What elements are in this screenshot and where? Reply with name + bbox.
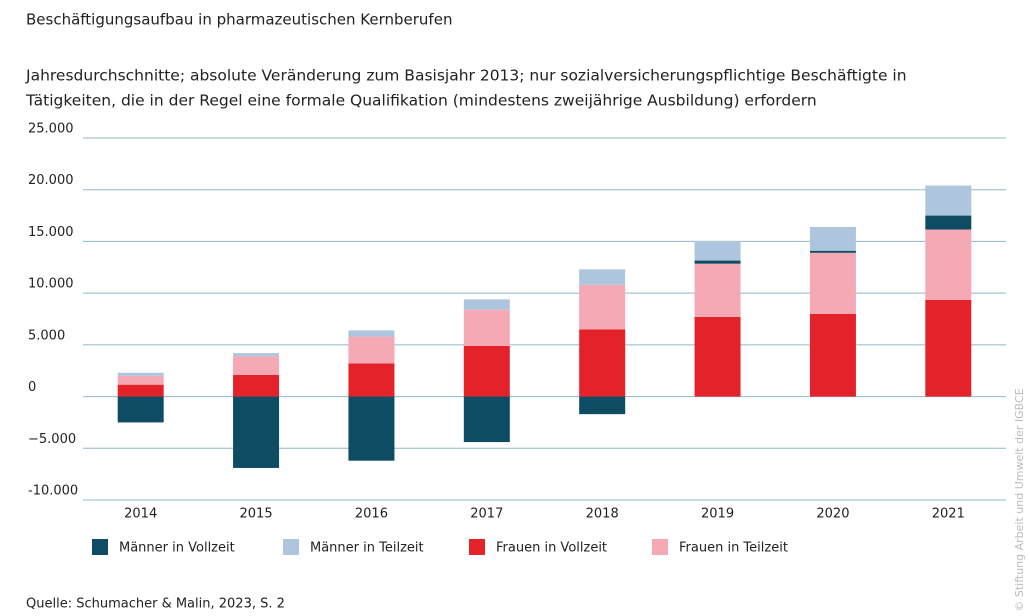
bar-segment <box>809 226 856 251</box>
bar-segment <box>925 185 972 216</box>
bar-segment <box>348 336 395 364</box>
y-tick-label: -10.000 <box>28 484 78 499</box>
x-tick-label: 2014 <box>124 507 157 522</box>
bar-segment <box>694 316 741 397</box>
bar-segment <box>579 269 626 285</box>
legend-label: Männer in Vollzeit <box>119 541 235 556</box>
bar-segment <box>809 250 856 253</box>
y-tick-label: 10.000 <box>28 277 74 292</box>
bar-segment <box>233 356 280 375</box>
bar-segment <box>117 384 164 397</box>
subtitle: Tätigkeiten, die in der Regel eine forma… <box>25 92 817 110</box>
bar-segment <box>348 396 395 461</box>
subtitle: Jahresdurchschnitte; absolute Veränderun… <box>25 67 907 85</box>
legend-swatch <box>92 539 108 555</box>
legend-swatch <box>283 539 299 555</box>
bar-segment <box>463 396 510 443</box>
bar-segment <box>579 284 626 330</box>
credit: © Stiftung Arbeit und Umwelt der IGBCE <box>1013 388 1026 611</box>
y-tick-label: −5.000 <box>28 432 76 447</box>
y-tick-label: 15.000 <box>28 225 74 240</box>
bar-segment <box>694 260 741 264</box>
bar-segment <box>579 329 626 397</box>
legend-label: Männer in Teilzeit <box>310 541 424 556</box>
x-tick-label: 2017 <box>470 507 503 522</box>
bar-segment <box>233 374 280 397</box>
y-tick-label: 20.000 <box>28 173 74 188</box>
bar-segment <box>925 299 972 397</box>
legend-swatch <box>469 539 485 555</box>
x-tick-label: 2021 <box>932 507 965 522</box>
bar-segment <box>117 372 164 376</box>
source: Quelle: Schumacher & Malin, 2023, S. 2 <box>26 597 285 612</box>
bar-segment <box>233 353 280 357</box>
legend-label: Frauen in Vollzeit <box>496 541 607 556</box>
chart-title: Beschäftigungsaufbau in pharmazeutischen… <box>26 11 452 29</box>
bar-segment <box>925 229 972 300</box>
x-tick-label: 2019 <box>701 507 734 522</box>
bar-segment <box>925 215 972 230</box>
bar-segment <box>348 330 395 337</box>
y-tick-label: 0 <box>28 380 36 395</box>
bar-segment <box>809 313 856 397</box>
x-tick-label: 2015 <box>240 507 273 522</box>
legend-swatch <box>652 539 668 555</box>
bar-segment <box>117 375 164 385</box>
x-tick-label: 2020 <box>816 507 849 522</box>
bar-segment <box>117 396 164 423</box>
bar-segment <box>579 396 626 415</box>
bar-segment <box>463 299 510 310</box>
bar-segment <box>233 396 280 468</box>
legend-label: Frauen in Teilzeit <box>679 541 788 556</box>
bar-segment <box>694 240 741 261</box>
bar-segment <box>463 309 510 346</box>
bar-segment <box>348 363 395 397</box>
y-tick-label: 25.000 <box>28 122 74 137</box>
x-tick-label: 2018 <box>586 507 619 522</box>
bar-segment <box>809 252 856 314</box>
bar-segment <box>463 345 510 397</box>
y-tick-label: 5.000 <box>28 328 65 343</box>
bar-segment <box>694 263 741 317</box>
x-tick-label: 2016 <box>355 507 388 522</box>
